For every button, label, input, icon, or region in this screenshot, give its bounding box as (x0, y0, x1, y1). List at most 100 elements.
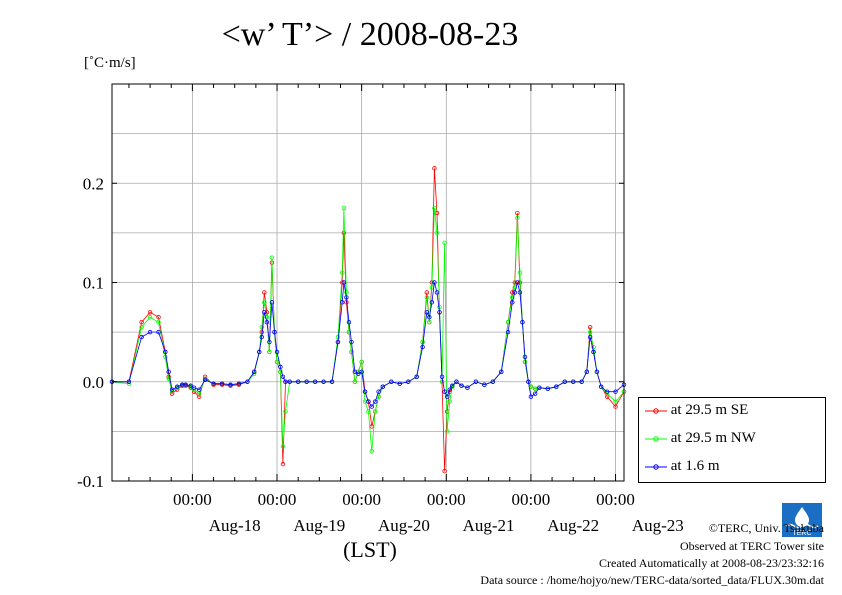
data-point (380, 384, 386, 389)
data-point (312, 379, 318, 384)
data-point (532, 391, 538, 396)
data-point (283, 409, 288, 414)
data-point (427, 320, 432, 325)
data-point (346, 320, 352, 325)
data-point (532, 386, 538, 391)
data-point (579, 379, 584, 384)
y-tick-label: 0.1 (83, 274, 104, 293)
legend: at 29.5 m SE at 29.5 m NW at 1.6 m (638, 397, 826, 483)
data-point (269, 255, 275, 260)
data-point (444, 394, 450, 399)
data-point (267, 339, 272, 345)
x-tick-label-date: Aug-23 (632, 516, 684, 535)
data-point (434, 290, 440, 295)
data-point (389, 379, 394, 384)
data-point (295, 379, 301, 384)
data-point (571, 379, 576, 384)
data-point (517, 280, 523, 285)
data-point (169, 387, 175, 392)
data-point (510, 290, 515, 295)
data-point (341, 205, 347, 211)
data-point (515, 210, 520, 216)
data-point (359, 369, 364, 375)
data-point (432, 166, 437, 171)
data-point (147, 310, 153, 315)
axes: -0.1 0.0 0.1 0.2 00:00 00:00 00:00 00:00 00:00 00… (77, 84, 684, 535)
data-point (594, 369, 600, 375)
x-tick-label-time: 00:00 (173, 490, 212, 509)
data-point (424, 290, 430, 295)
data-point (344, 290, 349, 295)
legend-label-nw: at 29.5 m NW (670, 430, 756, 447)
x-tick-label-time: 00:00 (596, 490, 635, 509)
x-axis-label: (LST) (343, 537, 397, 562)
data-point (526, 379, 531, 384)
data-point (147, 315, 153, 320)
x-tick-label-time: 00:00 (512, 490, 551, 509)
data-point (329, 379, 335, 384)
y-tick-label: -0.1 (77, 472, 104, 491)
data-point (174, 384, 180, 389)
data-point (424, 295, 430, 300)
data-point (613, 389, 618, 394)
data-point (211, 381, 216, 386)
data-point (604, 389, 610, 394)
data-point (362, 389, 368, 394)
series-2 (109, 280, 627, 409)
footer-site: Observed at TERC Tower site (679, 539, 824, 553)
data-point (427, 315, 432, 320)
data-point (369, 449, 375, 454)
data-point (228, 382, 233, 387)
data-point (236, 381, 242, 386)
data-point (139, 324, 144, 330)
data-point (196, 387, 202, 392)
series-line (111, 208, 625, 452)
data-point (156, 315, 161, 320)
data-point (376, 389, 381, 394)
legend-item-nw: at 29.5 m NW (645, 430, 756, 448)
data-point (397, 381, 402, 386)
data-point (283, 379, 288, 384)
data-point (613, 399, 618, 404)
data-point (598, 384, 604, 389)
x-tick-label-time: 00:00 (342, 490, 381, 509)
data-point (264, 315, 270, 320)
data-point (405, 379, 411, 384)
terc-logo-icon: TERC (782, 503, 822, 537)
data-point (512, 285, 518, 290)
data-point (257, 349, 262, 355)
data-point (512, 290, 518, 295)
data-point (188, 383, 193, 388)
data-point (166, 369, 171, 375)
data-point (437, 305, 442, 310)
data-point (587, 334, 593, 340)
data-point (156, 320, 161, 325)
data-point (554, 384, 559, 389)
data-point (459, 383, 464, 388)
x-tick-label-date: Aug-18 (209, 516, 261, 535)
data-point (591, 349, 596, 355)
data-point (437, 310, 442, 315)
data-point (262, 310, 267, 315)
data-point (429, 300, 435, 305)
data-point (344, 295, 349, 300)
data-point (269, 300, 275, 305)
data-point (272, 329, 277, 335)
data-point (450, 383, 455, 388)
series-layer (109, 166, 627, 474)
data-point (202, 377, 208, 382)
footer-credit: ©TERC, Univ. Tsukuba (708, 521, 824, 535)
data-point (196, 394, 202, 399)
data-point (139, 320, 144, 325)
data-point (490, 379, 496, 384)
series-line (112, 282, 625, 408)
series-1 (109, 205, 627, 454)
data-point (156, 329, 161, 335)
data-point (274, 349, 280, 355)
data-point (366, 409, 371, 414)
data-point (259, 334, 264, 340)
data-point (264, 310, 270, 315)
data-point (515, 280, 520, 285)
data-point (147, 329, 153, 335)
data-point (346, 329, 352, 335)
